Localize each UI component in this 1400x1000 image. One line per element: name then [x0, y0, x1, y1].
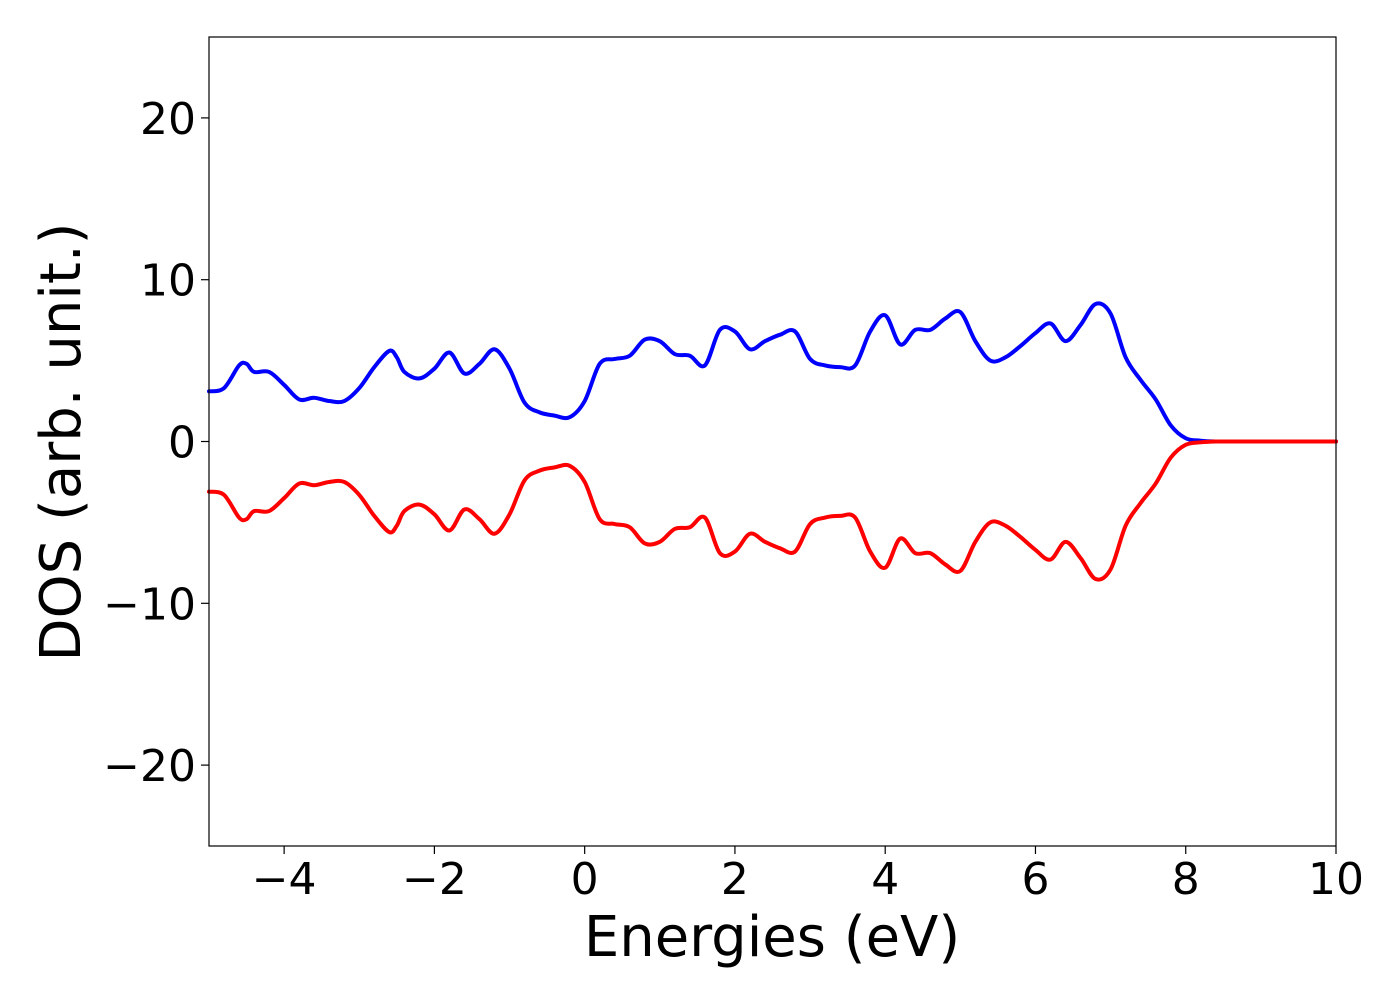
series-line-red — [207, 439, 1338, 582]
y-tick-label: 10 — [140, 256, 196, 307]
x-axis-ticks: −4 −2 0 2 4 6 8 10 — [252, 846, 1364, 905]
x-tick-label: −4 — [252, 854, 317, 905]
x-tick-label: 6 — [1021, 854, 1049, 905]
y-tick-label: −20 — [103, 741, 196, 792]
y-tick-label: 0 — [168, 418, 196, 469]
x-tick-label: 10 — [1308, 854, 1364, 905]
x-tick-label: 0 — [571, 854, 599, 905]
y-tick-label: 20 — [140, 94, 196, 145]
x-tick-label: 2 — [721, 854, 749, 905]
y-tick-label: −10 — [103, 579, 196, 630]
y-axis-ticks: −20 −10 0 10 20 — [103, 94, 209, 792]
x-axis-label: Energies (eV) — [584, 905, 960, 970]
x-tick-label: −2 — [402, 854, 467, 905]
y-axis-label: DOS (arb. unit.) — [29, 222, 94, 661]
x-tick-label: 4 — [871, 854, 899, 905]
series-line-blue — [207, 301, 1338, 444]
series-layer — [207, 301, 1338, 582]
x-tick-label: 8 — [1172, 854, 1200, 905]
